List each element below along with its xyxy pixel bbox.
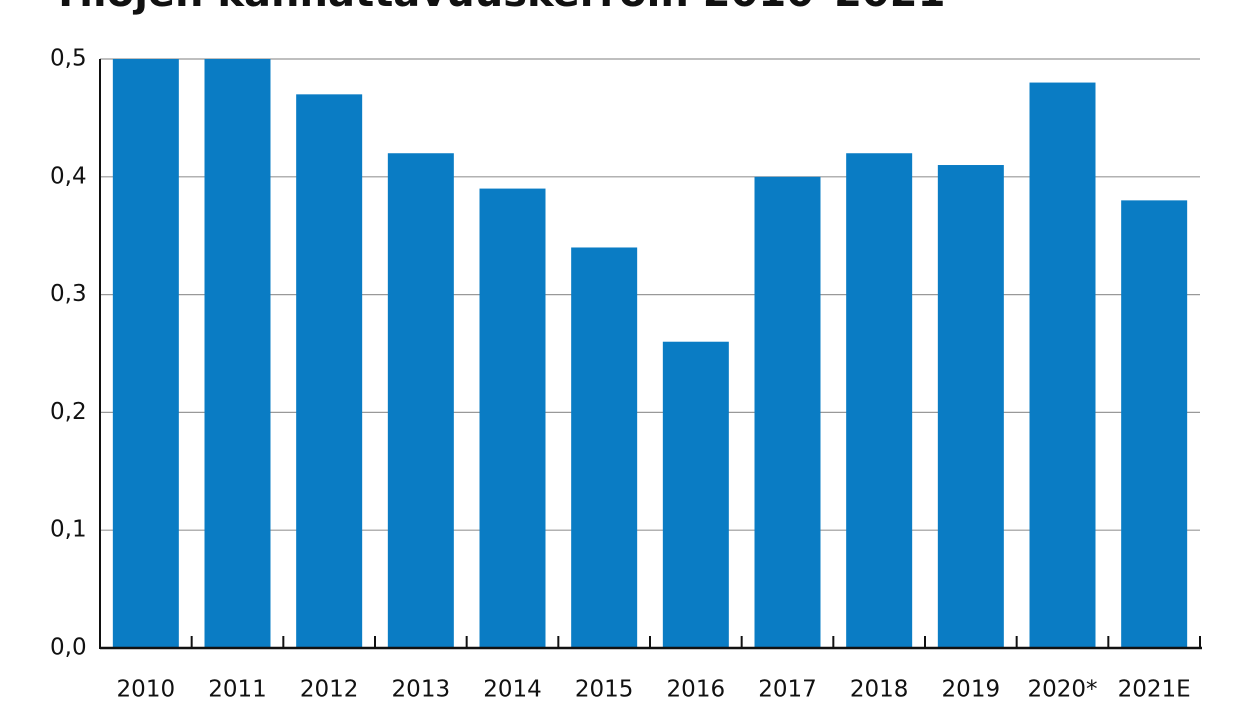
x-tick-label: 2010 [117, 677, 176, 702]
x-tick-label: 2018 [850, 677, 909, 702]
y-tick-label: 0,3 [50, 281, 87, 307]
bar [662, 341, 729, 648]
bar [571, 247, 638, 649]
bar [204, 59, 271, 648]
x-tick-label: 2011 [208, 677, 267, 702]
bar [296, 94, 363, 649]
x-tick-label: 2019 [942, 677, 1001, 702]
x-tick-label: 2014 [483, 677, 542, 702]
x-tick-label: 2015 [575, 677, 634, 702]
bar [1029, 82, 1096, 648]
bar [754, 176, 821, 649]
y-tick-label: 0,1 [50, 517, 87, 543]
x-tick-label: 2012 [300, 677, 359, 702]
x-tick-label: 2021E [1118, 677, 1191, 702]
y-tick-label: 0,4 [50, 163, 87, 189]
bar [112, 59, 179, 648]
bar [1121, 200, 1188, 649]
y-tick-label: 0,5 [50, 46, 87, 72]
x-tick-label: 2013 [392, 677, 451, 702]
bar [846, 153, 913, 649]
chart-title: Tilojen kannattavuuskerroin 2010–2021 [52, 0, 945, 16]
bar [479, 188, 546, 648]
x-tick-label: 2017 [758, 677, 817, 702]
x-tick-label: 2020* [1027, 677, 1097, 702]
x-tick-label: 2016 [667, 677, 726, 702]
y-tick-label: 0,0 [50, 635, 87, 661]
bar [387, 153, 454, 649]
y-tick-label: 0,2 [50, 399, 87, 425]
bar [937, 165, 1004, 648]
